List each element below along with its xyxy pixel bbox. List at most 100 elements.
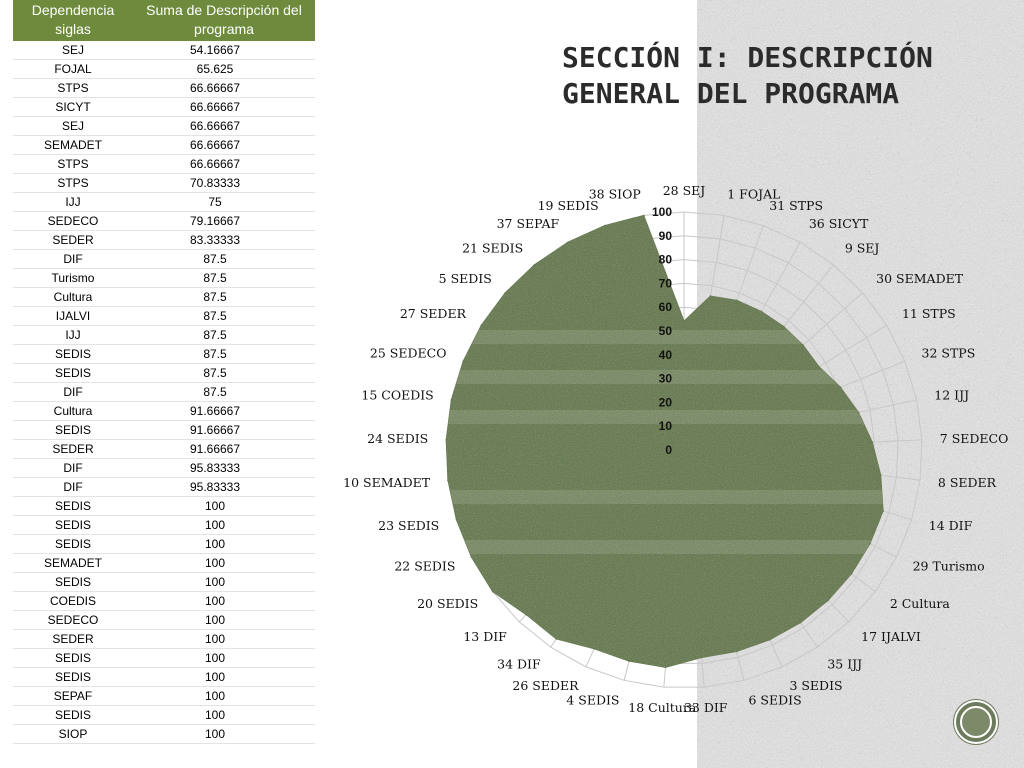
data-point: [818, 366, 820, 368]
table-row: SEJ 54.16667: [13, 41, 315, 60]
category-label: 26 SEDER: [512, 678, 579, 693]
category-label: 10 SEMADET: [343, 475, 431, 490]
cell-dependencia: SEDIS: [13, 515, 133, 535]
category-label: 21 SEDIS: [462, 240, 523, 255]
table-row: SEDIS 100: [13, 648, 315, 668]
table-row: Cultura 91.66667: [13, 401, 315, 421]
category-label: 35 IJJ: [827, 657, 862, 672]
table-row: SEPAF 100: [13, 686, 315, 706]
category-label: 19 SEDIS: [538, 198, 599, 213]
cell-dependencia: STPS: [13, 78, 133, 98]
table-row: SEDER 91.66667: [13, 439, 315, 459]
category-label: 5 SEDIS: [439, 271, 492, 286]
table-row: SIOP 100: [13, 724, 315, 744]
table-row: SEDIS 100: [13, 534, 315, 554]
cell-dependencia: SEJ: [13, 41, 133, 60]
cell-valor: 87.5: [133, 287, 315, 307]
series-streak: [446, 410, 884, 424]
data-point: [504, 291, 507, 294]
category-label: 18 Cultura: [628, 700, 697, 715]
cell-dependencia: Turismo: [13, 268, 133, 288]
data-point: [462, 360, 464, 363]
table-row: SEDIS 100: [13, 667, 315, 687]
data-point: [683, 320, 685, 322]
category-label: 32 STPS: [922, 345, 976, 360]
cell-valor: 83.33333: [133, 230, 315, 250]
data-point: [447, 479, 449, 482]
category-label: 38 SIOP: [589, 187, 641, 202]
table-row: Cultura 87.5: [13, 287, 315, 307]
category-label: 8 SEDER: [938, 475, 997, 490]
tick-label: 20: [659, 395, 673, 409]
data-point: [567, 241, 569, 244]
data-point: [869, 542, 871, 545]
category-label: 12 IJJ: [934, 387, 969, 402]
data-point: [533, 264, 536, 266]
cell-valor: 91.66667: [133, 420, 315, 440]
data-point: [882, 510, 884, 512]
cell-dependencia: IJALVI: [13, 306, 133, 326]
table-row: SEDECO 79.16667: [13, 211, 315, 231]
table-row: DIF 87.5: [13, 382, 315, 402]
series-streak: [446, 330, 884, 344]
table-row: SICYT 66.66667: [13, 97, 315, 117]
cell-valor: 87.5: [133, 325, 315, 345]
table-row: IJJ 75: [13, 192, 315, 212]
cell-valor: 100: [133, 572, 315, 592]
category-label: 25 SEDECO: [370, 345, 447, 360]
tick-label: 30: [659, 372, 673, 386]
table-row: SEDER 100: [13, 629, 315, 649]
cell-valor: 100: [133, 648, 315, 668]
cell-dependencia: DIF: [13, 382, 133, 402]
cell-valor: 66.66667: [133, 135, 315, 155]
cell-valor: 87.5: [133, 249, 315, 269]
data-point: [525, 613, 527, 616]
data-point: [850, 573, 853, 575]
data-point: [827, 599, 829, 602]
cell-dependencia: SEDIS: [13, 420, 133, 440]
next-slide-button[interactable]: [954, 700, 998, 744]
tick-label: 80: [659, 253, 673, 267]
cell-dependencia: STPS: [13, 173, 133, 193]
series-streak: [446, 490, 884, 504]
table-row: STPS 66.66667: [13, 154, 315, 174]
cell-dependencia: SEDECO: [13, 610, 133, 630]
data-point: [455, 518, 458, 521]
cell-valor: 65.625: [133, 59, 315, 79]
title-line-1: SECCIÓN I: DESCRIPCIÓN: [562, 41, 933, 74]
cell-valor: 100: [133, 515, 315, 535]
tick-label: 10: [659, 419, 673, 433]
cell-valor: 87.5: [133, 344, 315, 364]
data-point: [480, 324, 483, 327]
category-label: 20 SEDIS: [417, 596, 478, 611]
data-point: [760, 310, 763, 313]
table-row: SEDER 83.33333: [13, 230, 315, 250]
category-label: 11 STPS: [902, 306, 956, 321]
cell-dependencia: SEPAF: [13, 686, 133, 706]
table-row: SEDIS 100: [13, 515, 315, 535]
data-point: [735, 650, 738, 653]
category-label: 23 SEDIS: [378, 518, 439, 533]
table-row: Turismo 87.5: [13, 268, 315, 288]
category-label: 4 SEDIS: [566, 693, 619, 708]
cell-valor: 87.5: [133, 363, 315, 383]
table-row: SEDIS 100: [13, 705, 315, 725]
category-label: 13 DIF: [463, 629, 507, 644]
cell-dependencia: SEDIS: [13, 496, 133, 516]
table-row: DIF 95.83333: [13, 458, 315, 478]
cell-valor: 87.5: [133, 306, 315, 326]
header-suma: Suma de Descripción del programa: [133, 0, 315, 41]
cell-valor: 100: [133, 686, 315, 706]
cell-valor: 100: [133, 724, 315, 744]
cell-dependencia: SEMADET: [13, 553, 133, 573]
table-row: SEDIS 87.5: [13, 363, 315, 383]
data-point: [445, 439, 448, 441]
cell-valor: 100: [133, 591, 315, 611]
table-row: SEDIS 100: [13, 572, 315, 592]
cell-dependencia: IJJ: [13, 325, 133, 345]
cell-dependencia: Cultura: [13, 287, 133, 307]
tick-label: 40: [659, 348, 673, 362]
cell-dependencia: FOJAL: [13, 59, 133, 79]
table-row: SEMADET 100: [13, 553, 315, 573]
table-row: SEDIS 100: [13, 496, 315, 516]
